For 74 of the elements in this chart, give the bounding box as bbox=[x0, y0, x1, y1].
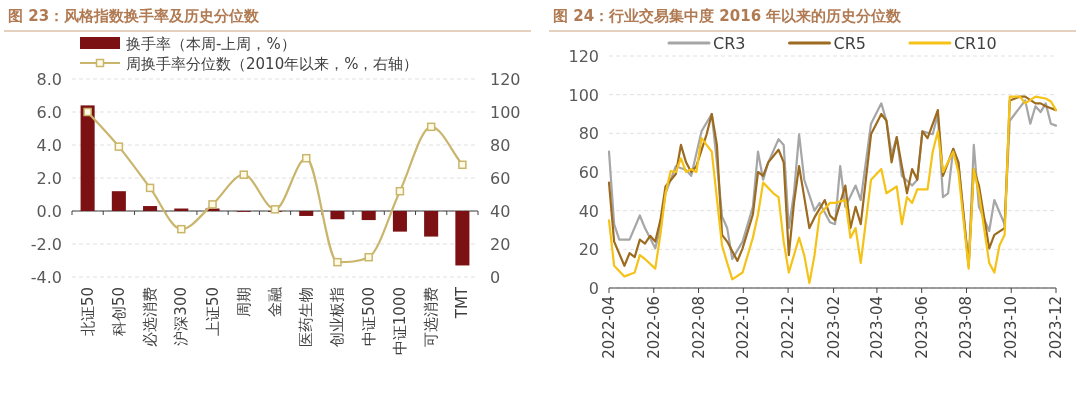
x-tick-label: 金融 bbox=[266, 287, 284, 317]
point bbox=[145, 183, 155, 193]
chart-title: 图 24：行业交易集中度 2016 年以来的历史分位数 bbox=[553, 7, 903, 25]
x-tick-label: 2023-02 bbox=[824, 296, 843, 359]
y-tick-label: 40 bbox=[578, 201, 599, 221]
x-tick-label: 2022-08 bbox=[689, 296, 708, 359]
x-tick-label: 2022-06 bbox=[644, 296, 663, 359]
y2-tick-label: 0 bbox=[490, 268, 501, 287]
bar bbox=[330, 211, 345, 220]
bar bbox=[143, 206, 158, 211]
y2-tick-label: 80 bbox=[490, 136, 511, 155]
legend-label: CR3 bbox=[713, 34, 746, 53]
bar bbox=[455, 211, 470, 266]
y-tick-label: 0.0 bbox=[36, 202, 62, 221]
x-tick-label: 中证1000 bbox=[390, 287, 409, 356]
legend-label: CR5 bbox=[833, 34, 866, 53]
y-tick-label: -2.0 bbox=[30, 235, 62, 254]
chart-title: 图 23：风格指数换手率及历史分位数 bbox=[8, 7, 261, 25]
x-tick-label: 2022-12 bbox=[779, 296, 798, 359]
x-tick-label: 上证50 bbox=[203, 287, 222, 337]
y-tick-label: 4.0 bbox=[36, 136, 62, 155]
x-tick-label: 科创50 bbox=[109, 287, 128, 337]
point bbox=[270, 205, 280, 214]
bar bbox=[392, 211, 407, 232]
point bbox=[458, 160, 467, 170]
x-tick-label: 创业板指 bbox=[328, 287, 347, 347]
y-tick-label: 80 bbox=[578, 124, 599, 144]
x-tick-label: 可选消费 bbox=[422, 287, 441, 347]
y2-tick-label: 40 bbox=[490, 202, 511, 221]
point bbox=[364, 252, 373, 262]
point bbox=[83, 107, 92, 117]
x-tick-label: 2023-06 bbox=[912, 296, 931, 359]
point bbox=[239, 170, 249, 179]
x-tick-label: 必选消费 bbox=[141, 287, 160, 347]
bar bbox=[299, 211, 314, 216]
point bbox=[177, 224, 186, 234]
point bbox=[208, 200, 217, 209]
point bbox=[426, 122, 436, 132]
x-tick-label: 2023-08 bbox=[957, 296, 976, 359]
y-tick-label: 8.0 bbox=[36, 70, 62, 89]
y-tick-label: 2.0 bbox=[36, 169, 62, 188]
legend-label: 换手率（本周-上周，%） bbox=[126, 35, 296, 53]
bar bbox=[424, 211, 439, 237]
y2-tick-label: 100 bbox=[490, 103, 521, 122]
y2-tick-label: 120 bbox=[490, 70, 521, 89]
y-tick-label: 6.0 bbox=[36, 103, 62, 122]
x-tick-label: 周期 bbox=[234, 287, 253, 317]
x-tick-label: TMT bbox=[453, 286, 472, 320]
legend-label: CR10 bbox=[953, 34, 997, 53]
x-tick-label: 中证500 bbox=[359, 287, 378, 346]
x-tick-label: 医药生物 bbox=[297, 287, 316, 347]
x-tick-label: 2022-10 bbox=[734, 296, 753, 359]
y2-tick-label: 20 bbox=[490, 235, 511, 254]
point bbox=[333, 257, 342, 267]
y-tick-label: 100 bbox=[568, 85, 599, 105]
point bbox=[301, 153, 311, 163]
x-tick-label: 北证50 bbox=[78, 287, 97, 337]
y-tick-label: 60 bbox=[578, 163, 599, 182]
bar bbox=[111, 191, 126, 211]
bar bbox=[80, 105, 95, 211]
bar bbox=[361, 211, 376, 221]
x-tick-label: 2023-12 bbox=[1047, 296, 1065, 359]
y2-tick-label: 60 bbox=[490, 169, 511, 188]
x-tick-label: 2022-04 bbox=[600, 296, 618, 359]
x-tick-label: 2023-10 bbox=[1002, 296, 1021, 359]
point bbox=[395, 186, 405, 196]
x-tick-label: 2023-04 bbox=[867, 296, 886, 359]
y-tick-label: 0 bbox=[588, 279, 599, 298]
legend-label: 周换手率分位数（2010年以来，%，右轴） bbox=[126, 55, 419, 73]
y-tick-label: 120 bbox=[568, 47, 599, 66]
y-tick-label: -4.0 bbox=[30, 268, 62, 287]
x-tick-label: 沪深300 bbox=[172, 287, 191, 346]
point bbox=[114, 142, 124, 151]
y-tick-label: 20 bbox=[578, 240, 599, 260]
